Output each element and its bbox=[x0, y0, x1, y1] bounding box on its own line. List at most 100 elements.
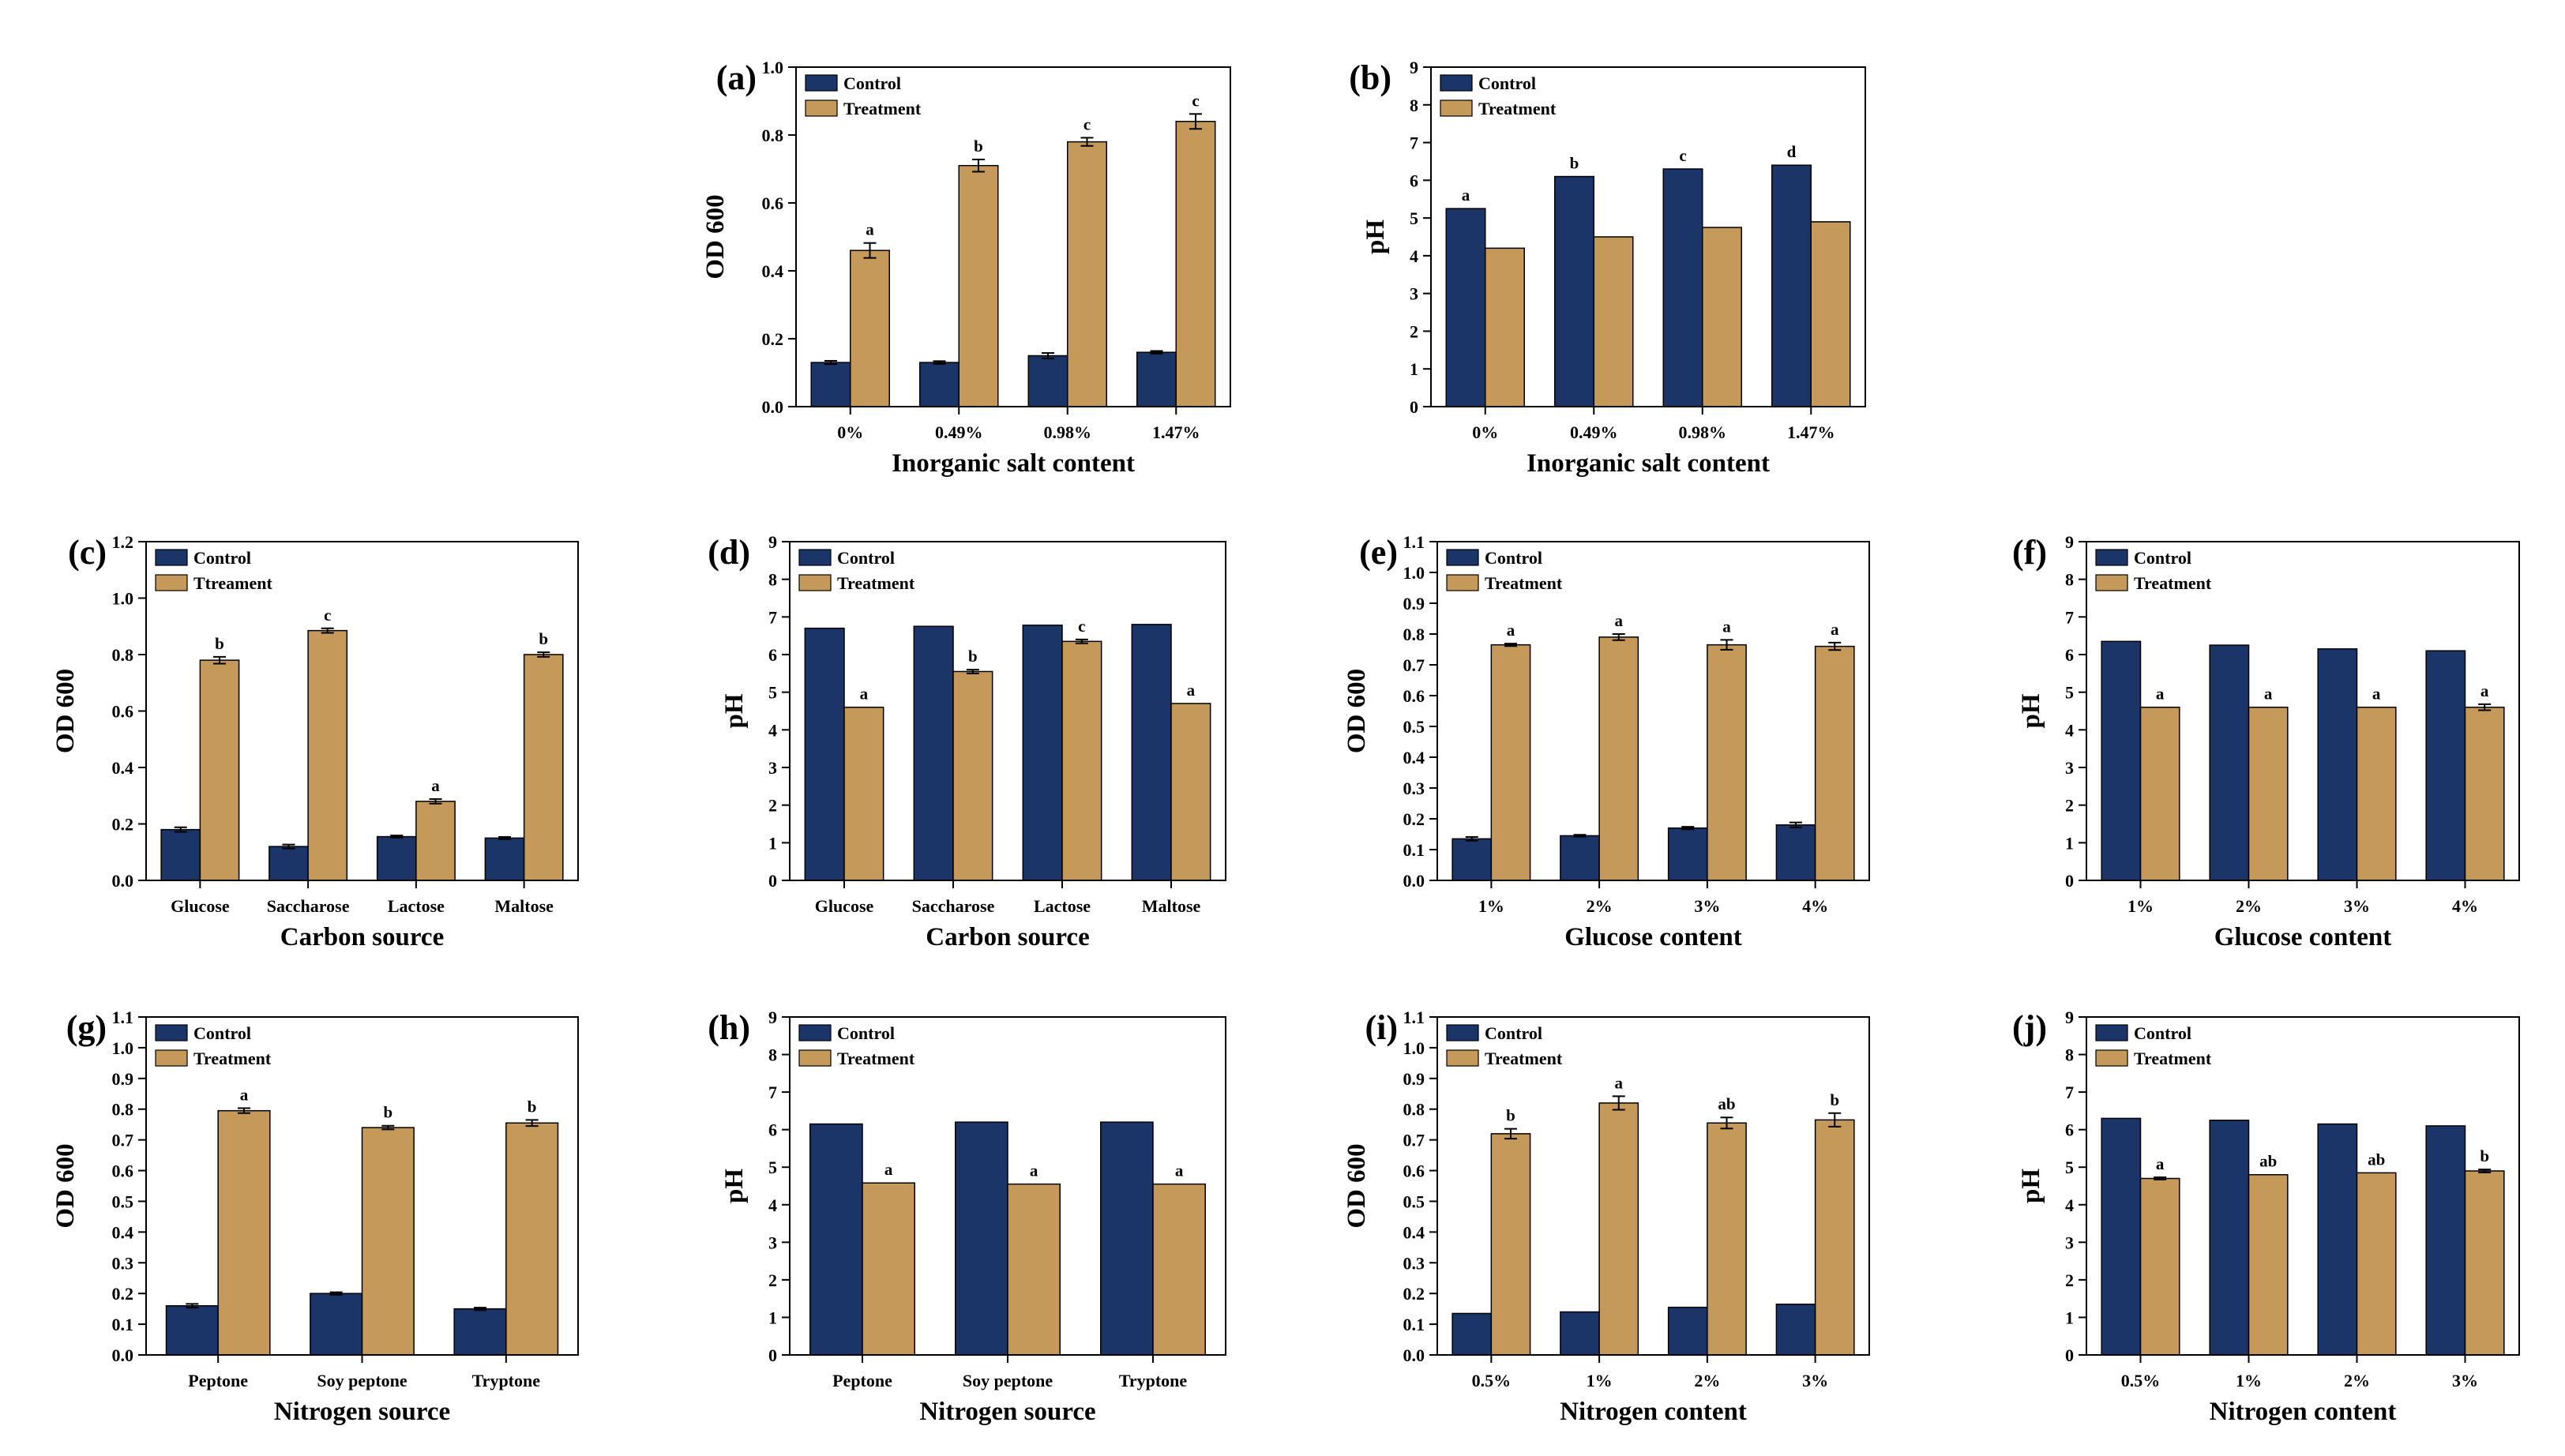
y-tick-label: 3 bbox=[2065, 758, 2074, 778]
y-tick-label: 0 bbox=[768, 871, 777, 891]
y-tick-label: 1.0 bbox=[112, 1038, 134, 1058]
y-tick-label: 0 bbox=[2065, 871, 2074, 891]
significance-label: c bbox=[324, 606, 331, 625]
significance-label: a bbox=[2264, 685, 2273, 704]
control-bar bbox=[1554, 175, 1594, 407]
control-bar bbox=[1775, 824, 1816, 881]
significance-label: a bbox=[1831, 620, 1839, 639]
x-tick-label: 4% bbox=[2452, 896, 2478, 916]
legend-swatch bbox=[1440, 74, 1473, 92]
y-tick-label: 4 bbox=[768, 720, 777, 740]
y-tick-label: 4 bbox=[2065, 720, 2074, 740]
significance-label: a bbox=[1187, 681, 1196, 700]
legend-swatch bbox=[798, 574, 832, 591]
y-tick-label: 0.2 bbox=[762, 329, 784, 349]
treatment-bar bbox=[217, 1109, 271, 1356]
x-tick-label: Peptone bbox=[188, 1371, 248, 1390]
chart-panel-h: (h) 0 1 2 3 4 5 6 7 8 9 Peptone a Soy peptone a Trypton… bbox=[708, 1008, 1226, 1426]
legend-label: Control bbox=[193, 1023, 251, 1043]
chart-panel-i: (i) 0.0 0.1 0.2 0.3 0.4 0.5 0.6 0.7 0.8 0.9 1.0 1.1 0… bbox=[1343, 1008, 1870, 1426]
treatment-bar bbox=[843, 706, 884, 881]
x-tick-label: 2% bbox=[2344, 1371, 2370, 1390]
control-bar bbox=[1667, 827, 1708, 881]
treatment-bar bbox=[1067, 141, 1107, 407]
chart-panel-a: (a) 0.0 0.2 0.4 0.6 0.8 1.0 0% a 0.49% b 0.98% c 1.47… bbox=[701, 58, 1231, 478]
control-bar bbox=[165, 1304, 219, 1356]
y-tick-label: 0.4 bbox=[112, 1222, 134, 1242]
y-tick-label: 1.1 bbox=[1403, 532, 1425, 552]
y-axis-title: OD 600 bbox=[51, 669, 80, 753]
treatment-bar bbox=[1170, 703, 1211, 881]
control-bar bbox=[1100, 1121, 1154, 1356]
legend-swatch bbox=[1446, 1049, 1479, 1067]
legend-swatch bbox=[798, 549, 832, 566]
chart-panel-c: (c) 0.0 0.2 0.4 0.6 0.8 1.0 1.2 Glucose b Saccharo… bbox=[51, 532, 579, 951]
x-tick-label: 0.98% bbox=[1044, 422, 1092, 442]
legend-label: Treatment bbox=[843, 99, 922, 118]
y-tick-label: 7 bbox=[1410, 133, 1418, 153]
treatment-bar bbox=[1598, 1102, 1639, 1356]
x-tick-label: Tryptone bbox=[472, 1371, 541, 1390]
significance-label: a bbox=[2372, 685, 2381, 704]
x-axis-title: Glucose content bbox=[2214, 923, 2392, 951]
legend-label: Treatment bbox=[837, 1049, 915, 1068]
y-tick-label: 0.3 bbox=[112, 1253, 134, 1273]
control-bar bbox=[2425, 650, 2466, 881]
legend-label: Control bbox=[1478, 73, 1536, 93]
panel-label: (c) bbox=[68, 533, 107, 572]
y-tick-label: 0.6 bbox=[112, 1161, 134, 1181]
control-bar bbox=[1451, 838, 1493, 881]
panel-label: (g) bbox=[66, 1008, 107, 1047]
y-tick-label: 1 bbox=[768, 833, 777, 853]
y-tick-label: 0.0 bbox=[112, 1345, 134, 1365]
significance-label: a bbox=[860, 685, 869, 704]
significance-label: b bbox=[974, 137, 983, 156]
x-tick-label: 1% bbox=[2236, 1371, 2262, 1390]
y-tick-label: 1 bbox=[768, 1308, 777, 1327]
y-tick-label: 8 bbox=[768, 1045, 777, 1065]
x-tick-label: 1% bbox=[1478, 896, 1504, 916]
control-bar bbox=[2317, 1123, 2358, 1356]
chart-panel-b: (b) 0 1 2 3 4 5 6 7 8 9 0% a 0.49% b 0.98% c 1.47% d Contro… bbox=[1349, 58, 1866, 478]
x-tick-label: 0.49% bbox=[935, 422, 983, 442]
y-tick-label: 9 bbox=[1410, 58, 1418, 77]
x-tick-label: 3% bbox=[2452, 1371, 2478, 1390]
y-tick-label: 0.4 bbox=[762, 261, 784, 281]
y-tick-label: 9 bbox=[2065, 1008, 2074, 1027]
y-tick-label: 1.2 bbox=[112, 532, 134, 552]
y-tick-label: 3 bbox=[768, 1233, 777, 1252]
x-axis-title: Carbon source bbox=[280, 923, 444, 951]
x-tick-label: Glucose bbox=[815, 896, 874, 916]
control-bar bbox=[809, 1123, 863, 1356]
legend-swatch bbox=[1446, 1024, 1479, 1041]
x-tick-label: 1% bbox=[2127, 896, 2154, 916]
treatment-bar bbox=[2248, 1173, 2289, 1356]
y-tick-label: 7 bbox=[768, 1083, 777, 1102]
legend-swatch bbox=[798, 1024, 832, 1041]
y-tick-label: 4 bbox=[1410, 246, 1418, 266]
y-tick-label: 0.9 bbox=[112, 1069, 134, 1089]
y-tick-label: 5 bbox=[768, 1158, 777, 1177]
significance-label: a bbox=[240, 1086, 249, 1105]
plot-frame bbox=[1436, 1016, 1870, 1356]
control-bar bbox=[1662, 168, 1703, 407]
treatment-bar bbox=[1702, 227, 1742, 407]
y-tick-label: 2 bbox=[2065, 796, 2074, 816]
x-tick-label: 2% bbox=[1587, 896, 1613, 916]
control-bar bbox=[1560, 1311, 1600, 1356]
y-tick-label: 0.5 bbox=[1403, 1191, 1425, 1211]
treatment-bar bbox=[1490, 644, 1531, 881]
y-tick-label: 7 bbox=[768, 607, 777, 627]
legend-label: Treatment bbox=[1485, 1049, 1563, 1068]
legend-label: Control bbox=[837, 1023, 895, 1043]
plot-frame bbox=[789, 1016, 1226, 1356]
y-tick-label: 9 bbox=[768, 1008, 777, 1027]
y-axis-title: pH bbox=[720, 693, 749, 728]
significance-label: b bbox=[1830, 1090, 1839, 1109]
treatment-bar bbox=[2139, 1177, 2180, 1356]
y-tick-label: 0.6 bbox=[1403, 686, 1425, 706]
y-tick-label: 0.1 bbox=[1403, 1315, 1425, 1334]
treatment-bar bbox=[1007, 1183, 1061, 1356]
treatment-bar bbox=[2464, 1170, 2505, 1356]
significance-label: c bbox=[1078, 617, 1085, 636]
